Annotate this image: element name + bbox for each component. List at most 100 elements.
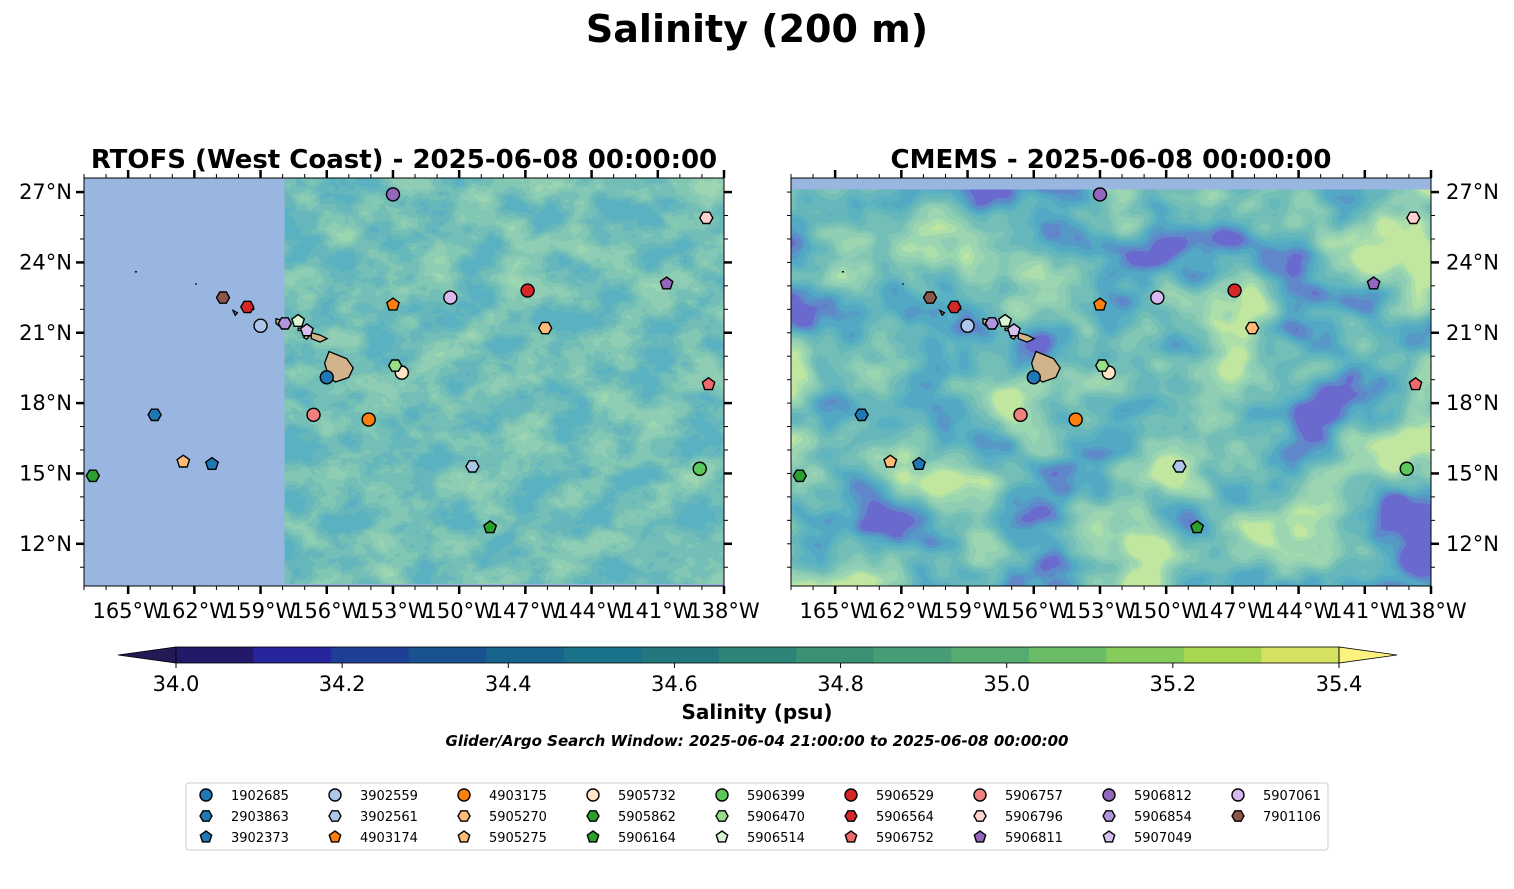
legend-item-3902373: 3902373 [199,830,289,846]
legend-marker-1902685 [199,788,213,802]
legend-label: 5905270 [489,810,547,825]
x-tick-label: 165°W [92,599,164,623]
rtofs-panel: RTOFS (West Coast) - 2025-06-08 00:00:00… [19,145,760,623]
legend-item-7901106: 7901106 [1231,810,1321,825]
colorbar-bin [873,647,952,663]
colorbar-bin [486,647,565,663]
y-tick-label: 18°N [19,391,72,415]
legend-label: 5907061 [1263,789,1321,804]
float-4903175-marker [361,412,376,427]
axes-frame [83,177,725,587]
x-tick-label: 156°W [291,599,363,623]
float-5906514-marker [291,313,306,327]
float-3902559-marker [253,318,268,333]
colorbar-bin [796,647,875,663]
legend-item-5906796: 5906796 [973,810,1063,825]
x-tick-label: 153°W [1064,599,1136,623]
legend-marker-5906399 [715,788,729,802]
legend-marker-5906514 [715,830,729,843]
legend-marker-5906752 [844,830,858,843]
legend-marker-7901106 [1231,810,1245,822]
colorbar-bin [1183,647,1262,663]
legend-label: 5906529 [876,789,934,804]
x-tick-label: 153°W [357,599,429,623]
colorbar-bin [641,647,720,663]
float-5907061-marker [443,290,458,305]
legend-marker-5905275 [457,830,471,843]
legend-label: 5906811 [1005,831,1063,846]
y-tick-label: 18°N [1446,391,1499,415]
legend-label: 3902373 [231,831,289,846]
float-5905270-marker [1244,321,1260,335]
colorbar-tick-label: 34.4 [485,672,532,696]
float-3902373-marker [204,456,220,470]
colorbar-tick-label: 34.2 [319,672,366,696]
colorbar-bin [951,647,1030,663]
float-5905275-marker [883,454,898,468]
island [1017,331,1036,343]
legend-item-2903863: 2903863 [199,810,289,825]
colorbar-bin [1028,647,1107,663]
cmems-map [791,178,1431,586]
island [194,283,198,286]
legend-marker-5907049 [1102,830,1116,843]
colorbar-extend-high [1338,646,1398,664]
x-tick-label: 159°W [932,599,1004,623]
axes-frame [790,177,1432,587]
x-tick-label: 141°W [1329,599,1401,623]
float-5906811-marker [659,276,674,290]
x-tick-label: 150°W [423,599,495,623]
legend-marker-5906564 [844,810,858,822]
legend-label: 2903863 [231,810,289,825]
colorbar-frame [175,646,1340,664]
float-3902561-marker [1172,460,1187,473]
legend-item-5905862: 5905862 [586,810,676,825]
legend-marker-5906757 [973,788,987,802]
colorbar-tick-label: 34.8 [817,672,864,696]
float-5906854-marker [984,317,1000,330]
colorbar-bin [253,647,332,663]
legend-marker-4903175 [457,788,471,802]
y-tick-label: 15°N [1446,461,1499,485]
x-tick-label: 162°W [159,599,231,623]
float-5906796-marker [698,211,714,225]
x-tick-label: 147°W [490,599,562,623]
legend-label: 1902685 [231,789,289,804]
legend-marker-3902561 [328,810,342,822]
island [231,309,239,317]
colorbar-bin [718,647,797,663]
legend-item-5906399: 5906399 [715,788,805,804]
cmems-panel-title: CMEMS - 2025-06-08 00:00:00 [891,145,1332,175]
legend-frame [185,782,1329,851]
float-5906564-marker [239,300,255,314]
legend-item-4903175: 4903175 [457,788,547,804]
legend-item-5906564: 5906564 [844,810,934,825]
legend-label: 5906752 [876,831,934,846]
legend-label: 4903174 [360,831,418,846]
float-5906812-marker [385,187,401,202]
legend-label: 7901106 [1263,810,1321,825]
float-5907061-marker [1150,290,1165,305]
legend-item-5907049: 5907049 [1102,830,1192,846]
float-5906757-marker [306,407,321,423]
legend-label: 3902561 [360,810,418,825]
float-5905862-marker [85,469,101,483]
x-tick-label: 144°W [556,599,628,623]
legend-label: 4903175 [489,789,547,804]
legend-marker-5907061 [1231,788,1245,802]
legend-marker-5905270 [457,810,471,822]
legend-marker-5906854 [1102,810,1116,822]
legend-item-5906514: 5906514 [715,830,805,846]
rtofs-panel-title: RTOFS (West Coast) - 2025-06-08 00:00:00 [91,145,717,175]
salinity-field [284,178,724,584]
legend-label: 5906514 [747,831,805,846]
legend-marker-5906529 [844,788,858,802]
legend-marker-5906470 [715,810,729,822]
legend-label: 5905732 [618,789,676,804]
legend-marker-5905862 [586,810,600,822]
float-3902559-marker [960,318,975,333]
float-5905862-marker [792,469,808,483]
legend-label: 5906564 [876,810,934,825]
float-5907049-marker [299,323,314,337]
